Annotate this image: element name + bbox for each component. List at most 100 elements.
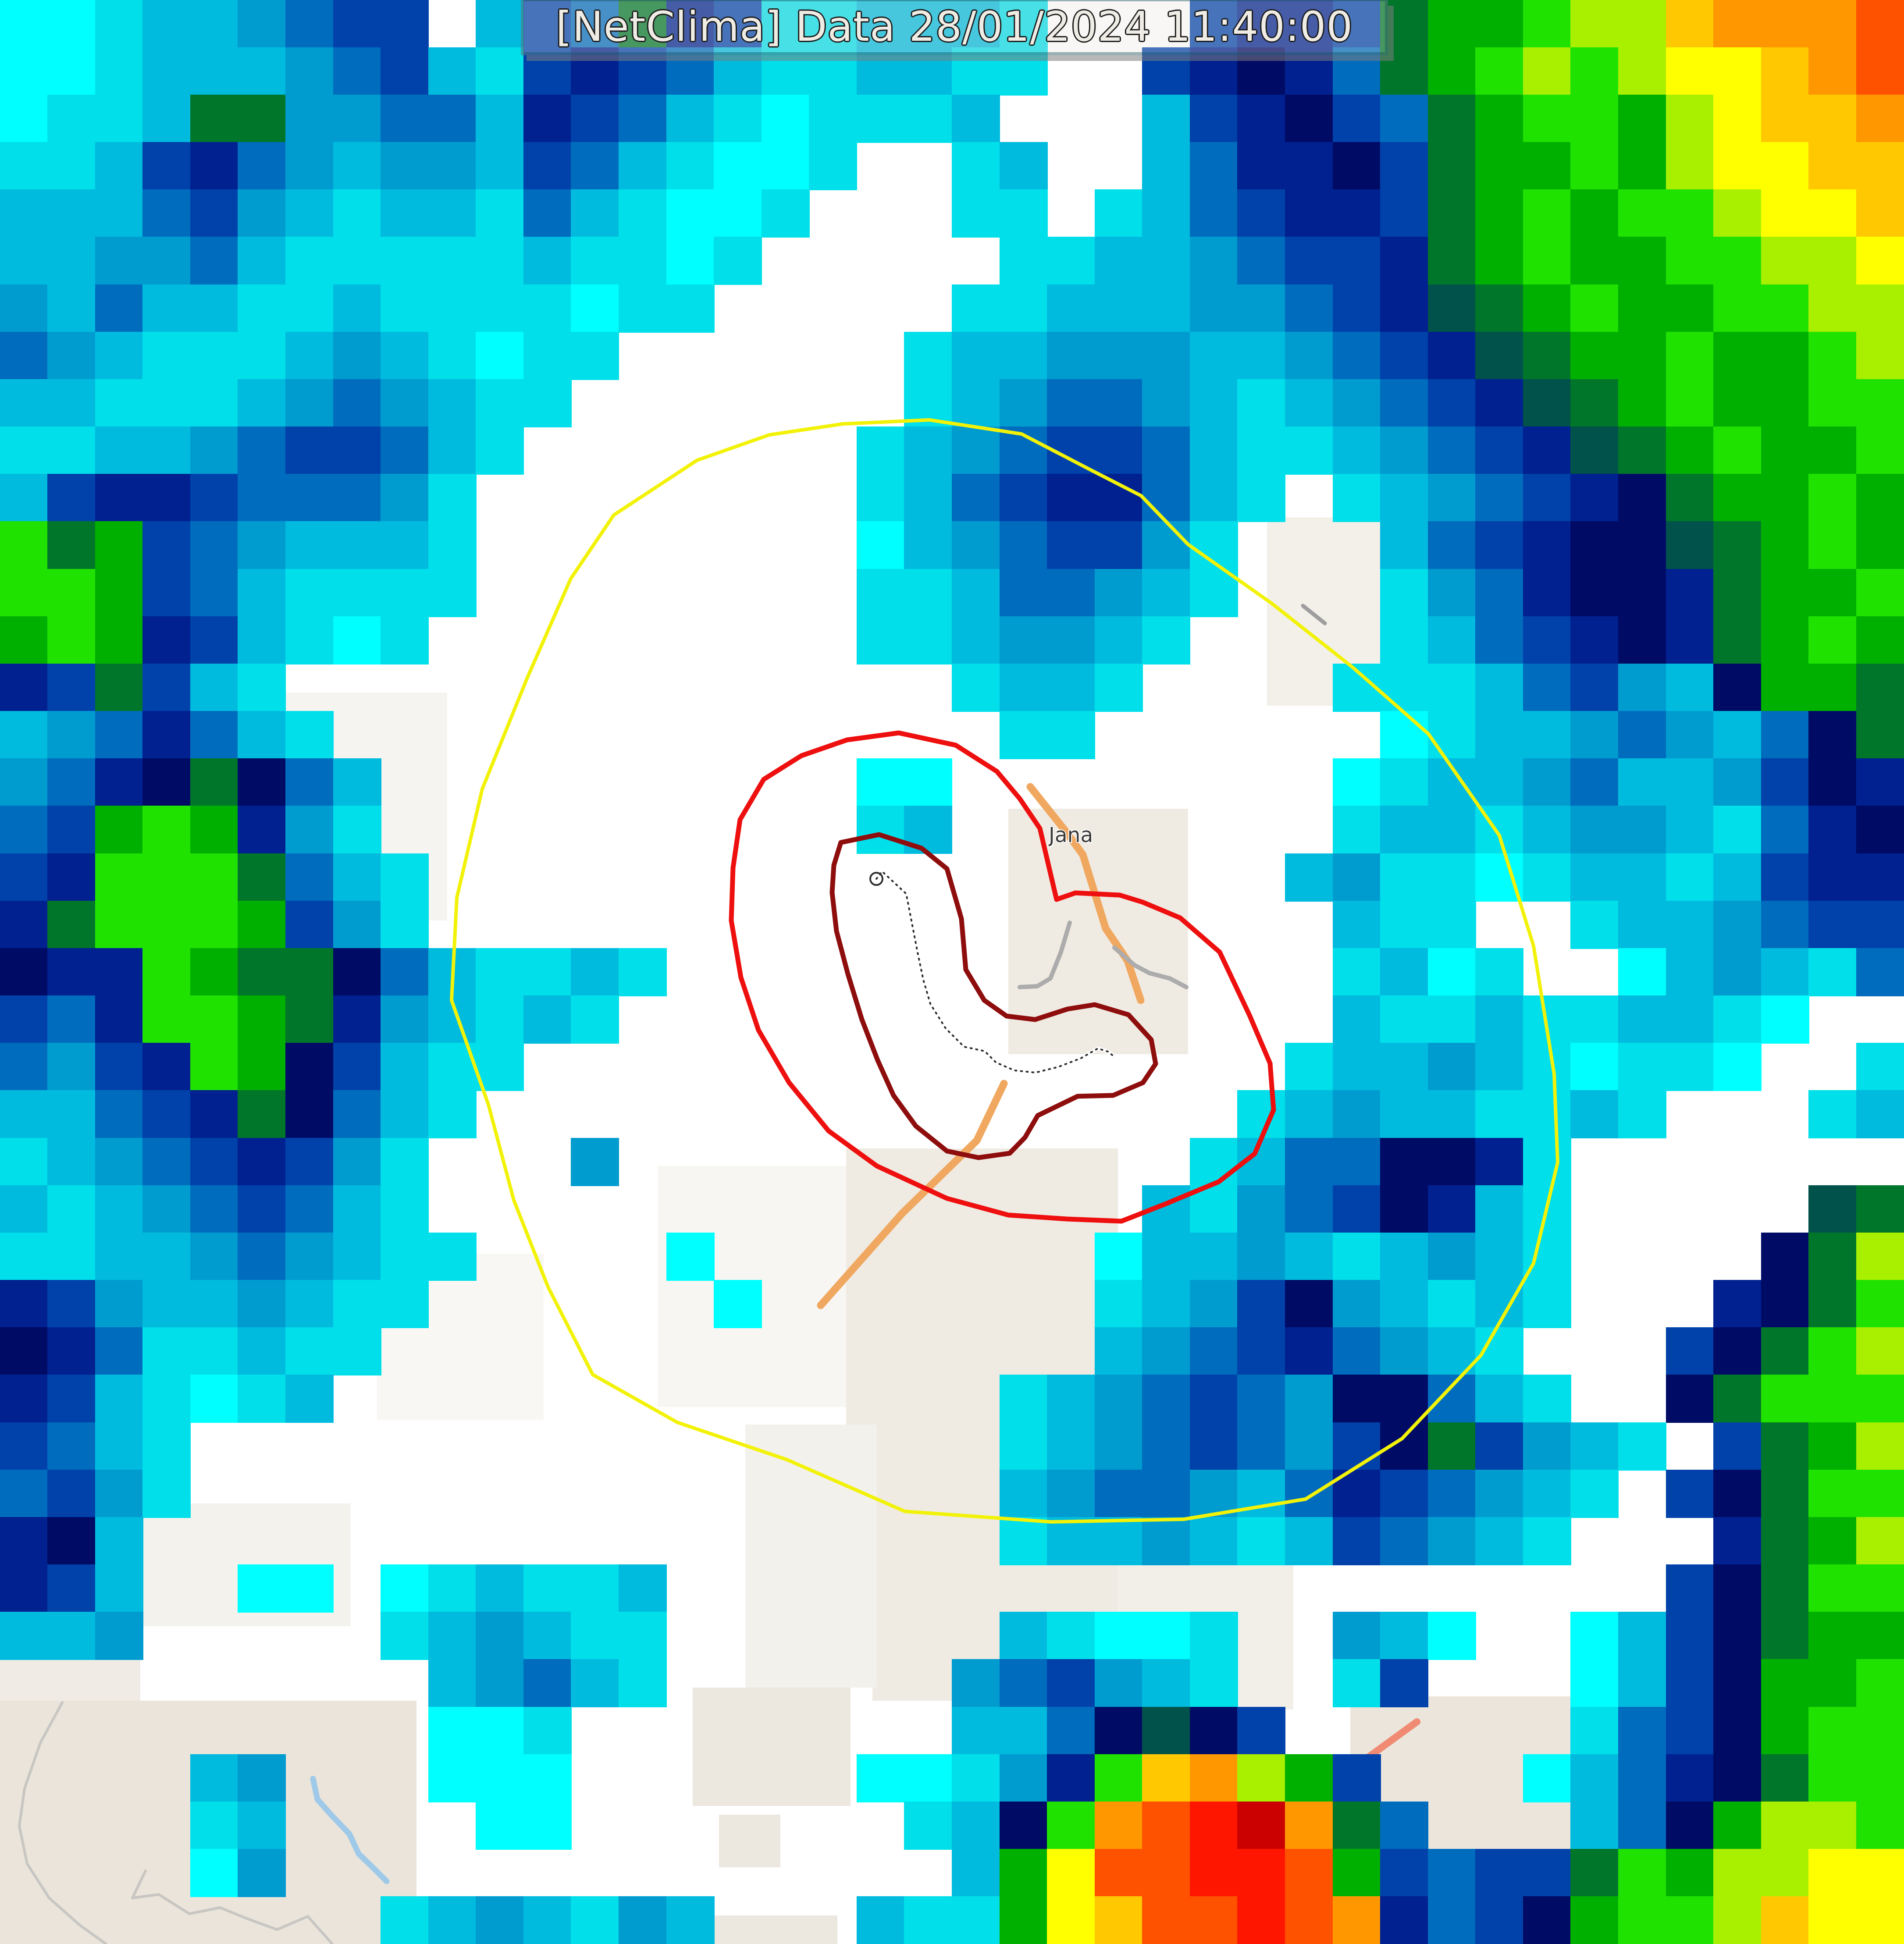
radar-cell xyxy=(1428,1422,1476,1471)
radar-cell xyxy=(142,1043,191,1091)
radar-cell xyxy=(1285,1375,1333,1423)
radar-cell xyxy=(476,189,524,238)
radar-cell xyxy=(1047,1754,1095,1802)
radar-cell xyxy=(1713,1754,1762,1802)
radar-cell xyxy=(238,189,286,238)
radar-cell xyxy=(1808,1233,1857,1281)
radar-cell xyxy=(1475,758,1523,807)
radar-cell xyxy=(1808,332,1857,380)
radar-cell xyxy=(381,1138,429,1186)
radar-cell xyxy=(523,332,572,380)
radar-cell xyxy=(0,1185,48,1233)
radar-cell xyxy=(1523,189,1571,238)
radar-cell xyxy=(1047,1470,1095,1518)
map-terrain-patch xyxy=(706,1916,837,1944)
radar-cell xyxy=(1808,1422,1857,1471)
radar-cell xyxy=(666,95,715,143)
radar-cell xyxy=(1856,95,1904,143)
radar-cell xyxy=(1333,758,1381,807)
radar-cell xyxy=(1713,332,1762,380)
radar-cell xyxy=(1333,1896,1381,1944)
radar-cell xyxy=(1475,189,1523,238)
radar-cell xyxy=(1237,189,1285,238)
radar-cell xyxy=(1142,1517,1190,1565)
radar-cell xyxy=(476,1802,524,1850)
radar-cell xyxy=(285,426,334,475)
radar-cell xyxy=(1095,664,1143,712)
radar-cell xyxy=(1428,901,1476,949)
radar-cell xyxy=(95,142,143,190)
radar-cell xyxy=(1047,569,1095,617)
radar-cell xyxy=(1618,569,1666,617)
radar-cell xyxy=(1618,1612,1666,1660)
radar-cell xyxy=(1237,1375,1285,1423)
radar-cell xyxy=(190,1185,238,1233)
radar-cell xyxy=(47,853,96,902)
radar-cell xyxy=(1808,1612,1857,1660)
radar-cell xyxy=(1523,853,1571,902)
radar-cell xyxy=(523,1754,572,1802)
radar-cell xyxy=(714,237,762,285)
radar-cell xyxy=(1761,379,1809,427)
radar-cell xyxy=(428,1896,477,1944)
radar-cell xyxy=(1237,1327,1285,1375)
radar-cell xyxy=(1333,1043,1381,1091)
radar-cell xyxy=(1618,664,1666,712)
radar-cell xyxy=(1713,426,1762,475)
radar-cell xyxy=(1856,853,1904,902)
radar-cell xyxy=(1237,1233,1285,1281)
radar-cell xyxy=(1000,1802,1048,1850)
radar-cell xyxy=(571,1138,619,1186)
radar-cell xyxy=(714,142,762,190)
radar-cell xyxy=(571,237,619,285)
radar-cell xyxy=(1000,379,1048,427)
radar-cell xyxy=(95,758,143,807)
radar-cell xyxy=(1523,1896,1571,1944)
radar-cell xyxy=(1000,474,1048,522)
radar-cell xyxy=(1618,1422,1666,1471)
radar-cell xyxy=(1713,0,1762,48)
radar-cell xyxy=(523,1802,572,1850)
radar-cell xyxy=(47,474,96,522)
gray-road-b xyxy=(1112,945,1189,989)
radar-cell xyxy=(1047,1612,1095,1660)
radar-cell xyxy=(428,47,477,96)
radar-cell xyxy=(1047,1422,1095,1471)
radar-cell xyxy=(1095,1470,1143,1518)
radar-cell xyxy=(1190,332,1238,380)
radar-cell xyxy=(1761,806,1809,854)
radar-cell xyxy=(1237,1754,1285,1802)
radar-cell xyxy=(1380,901,1428,949)
radar-cell xyxy=(1856,1849,1904,1897)
radar-cell xyxy=(1047,521,1095,569)
radar-cell xyxy=(142,1138,191,1186)
radar-cell xyxy=(47,569,96,617)
radar-cell xyxy=(571,332,619,380)
radar-cell xyxy=(0,1612,48,1660)
radar-cell xyxy=(1333,1422,1381,1471)
radar-cell xyxy=(1856,711,1904,759)
radar-cell xyxy=(1380,664,1428,712)
radar-cell xyxy=(1380,853,1428,902)
radar-cell xyxy=(1570,474,1619,522)
radar-cell xyxy=(238,95,286,143)
radar-cell xyxy=(1237,379,1285,427)
radar-cell xyxy=(333,1280,381,1328)
radar-cell xyxy=(142,616,191,665)
radar-cell xyxy=(1523,237,1571,285)
radar-cell xyxy=(1808,1517,1857,1565)
radar-cell xyxy=(571,47,619,96)
radar-cell xyxy=(95,1138,143,1186)
radar-cell xyxy=(714,0,762,48)
radar-cell xyxy=(190,758,238,807)
radar-cell xyxy=(1761,0,1809,48)
radar-cell xyxy=(95,189,143,238)
radar-cell xyxy=(0,95,48,143)
radar-cell xyxy=(1095,284,1143,333)
radar-cell xyxy=(1761,1802,1809,1850)
radar-cell xyxy=(428,1090,477,1138)
radar-cell xyxy=(428,1564,477,1613)
radar-cell xyxy=(1761,1564,1809,1613)
radar-cell xyxy=(47,95,96,143)
radar-cell xyxy=(1856,1707,1904,1755)
